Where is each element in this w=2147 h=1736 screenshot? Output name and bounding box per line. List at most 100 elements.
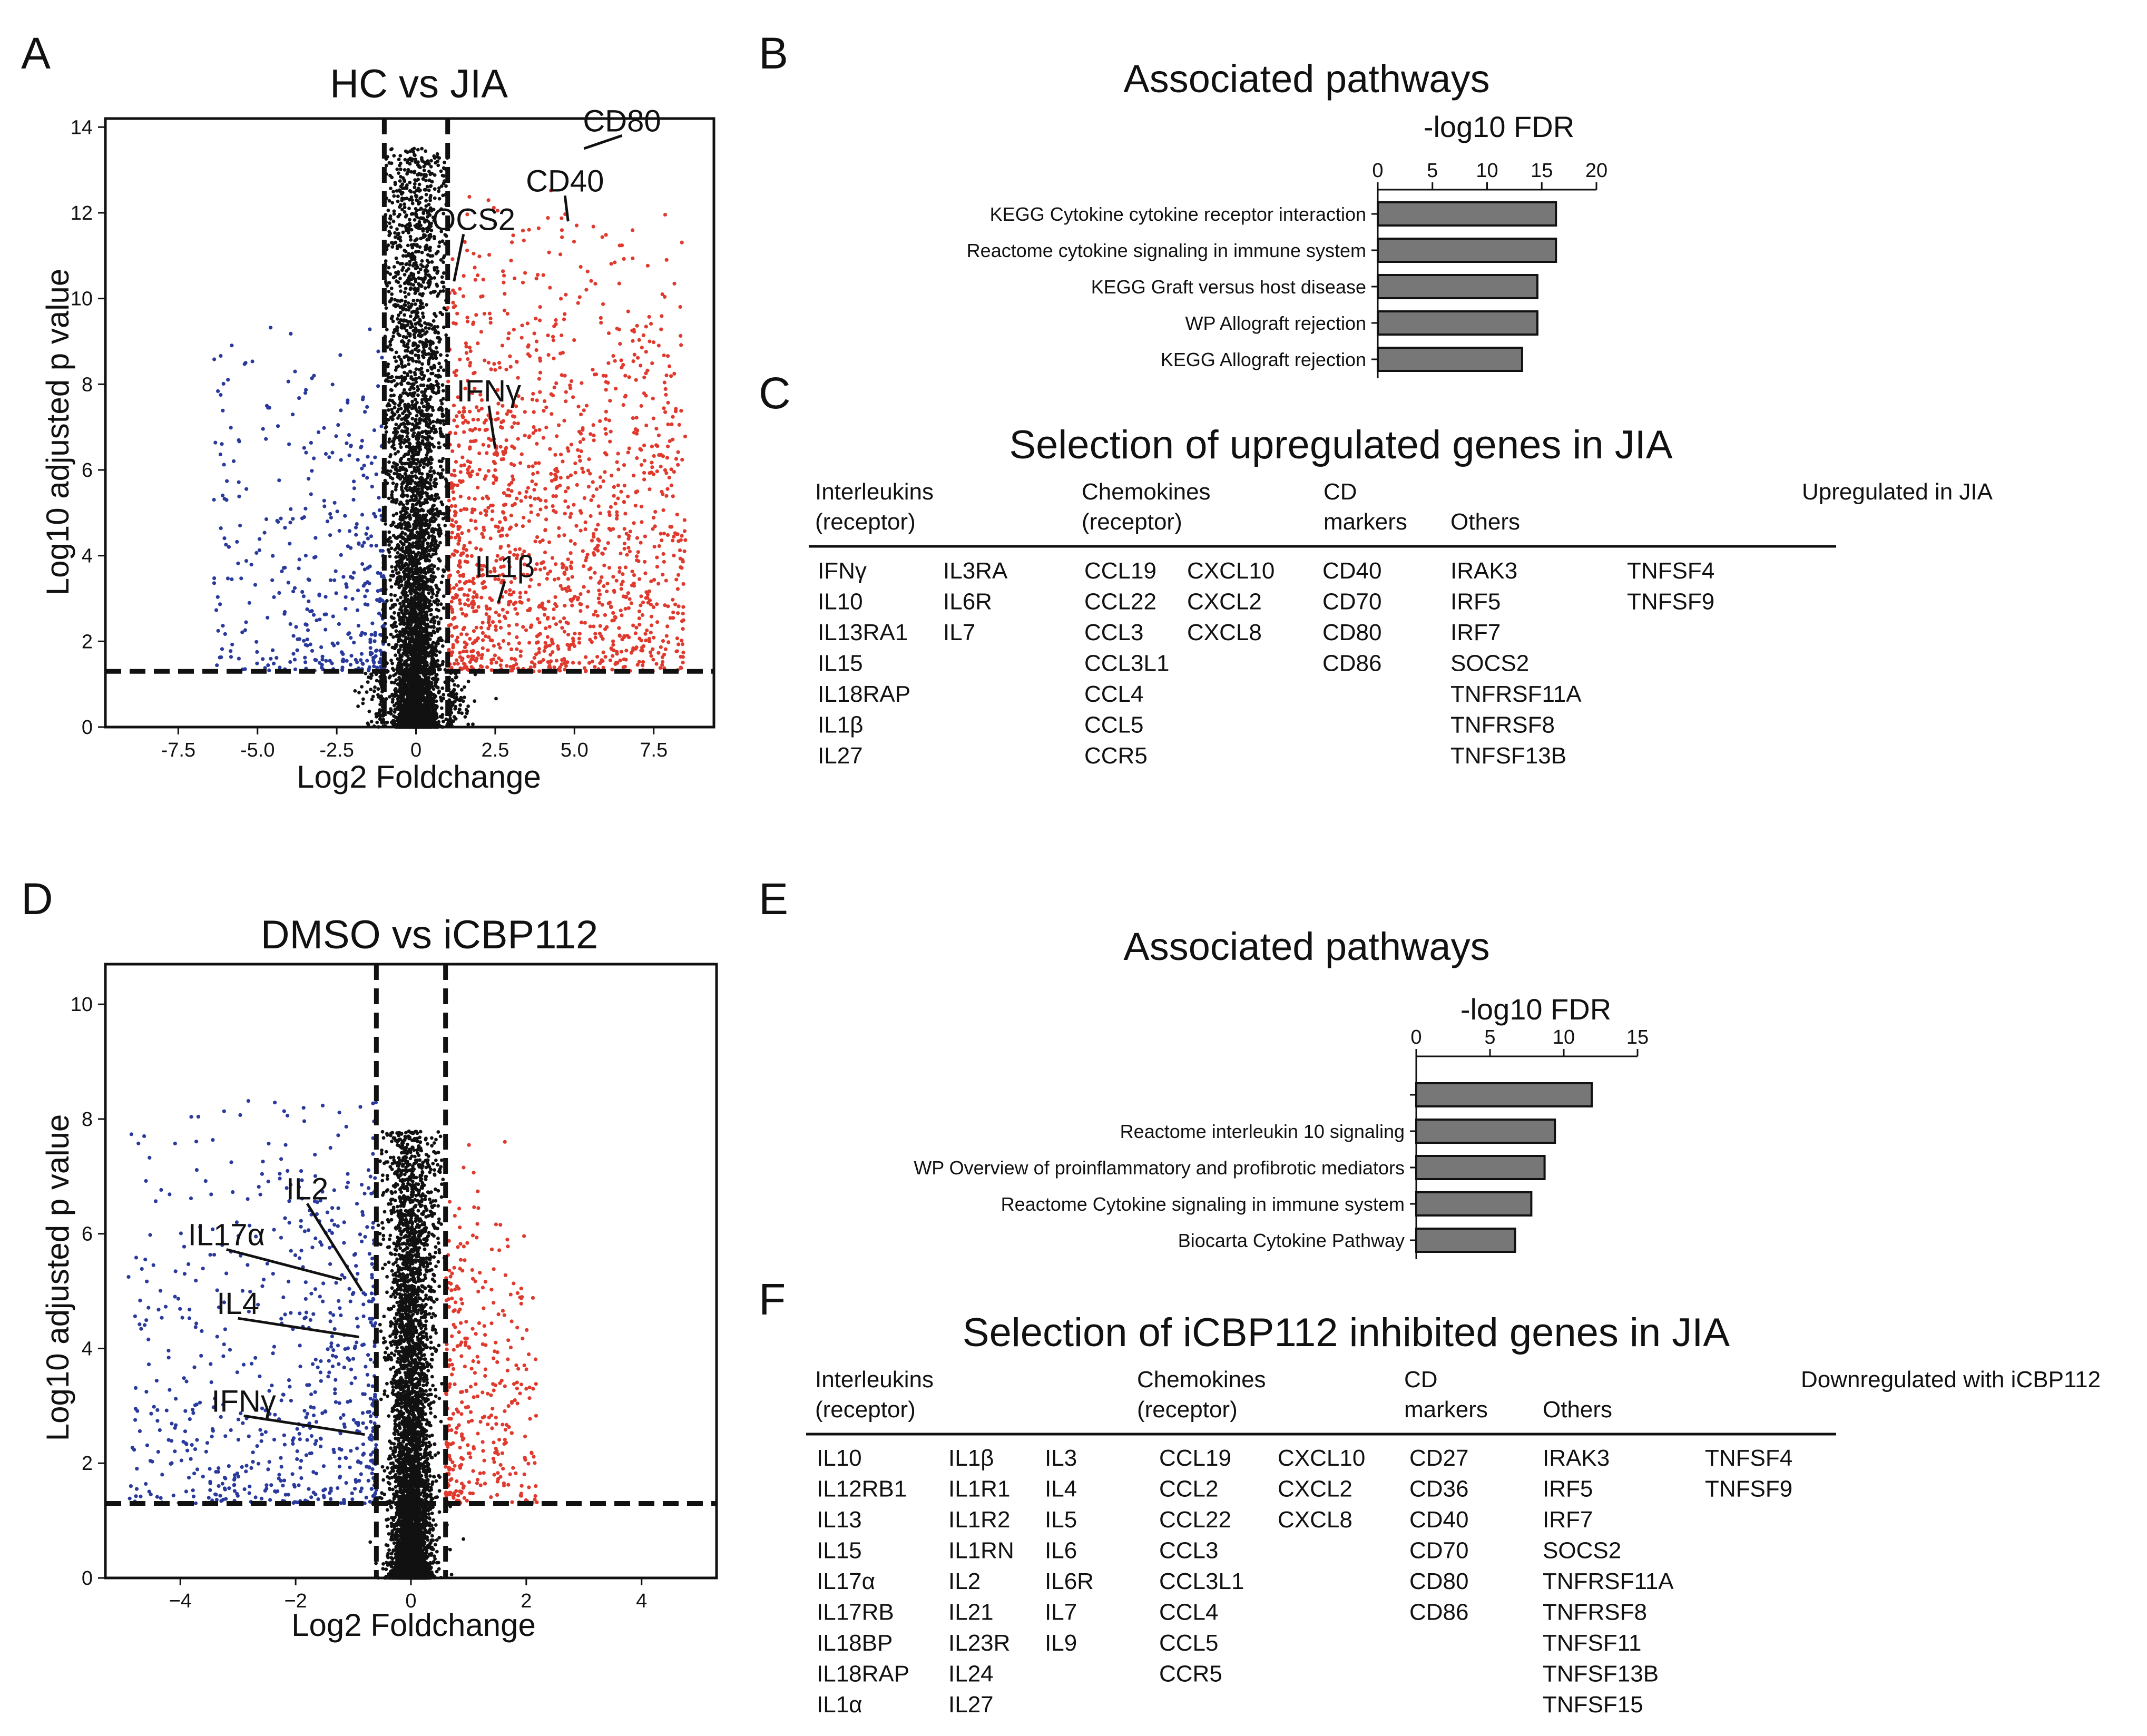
gene-point xyxy=(442,693,446,697)
gene-point xyxy=(396,237,400,241)
gene-point xyxy=(393,235,397,239)
gene-point xyxy=(437,197,442,201)
gene-point xyxy=(387,550,391,554)
gene-point xyxy=(433,276,437,280)
gene-point xyxy=(361,697,365,701)
gene-point xyxy=(440,401,444,406)
gene-point xyxy=(437,620,441,624)
gene-point xyxy=(435,493,439,497)
gene-point xyxy=(414,380,418,384)
gene-point xyxy=(370,698,374,701)
gene-point xyxy=(408,222,411,226)
gene-point xyxy=(385,328,389,331)
gene-point xyxy=(451,689,455,693)
gene-point xyxy=(408,162,412,166)
gene-point xyxy=(387,437,391,441)
gene-point xyxy=(442,570,446,574)
gene-point xyxy=(409,601,413,605)
gene-point xyxy=(410,663,414,668)
gene-point xyxy=(394,256,398,260)
gene-point xyxy=(438,310,443,315)
gene-point xyxy=(434,552,438,556)
gene-point xyxy=(433,498,436,503)
gene-point xyxy=(466,722,470,727)
gene-point xyxy=(436,567,440,571)
gene-point xyxy=(383,478,387,483)
gene-point xyxy=(415,194,419,198)
gene-point xyxy=(409,286,413,290)
gene-point xyxy=(387,675,391,680)
gene-point xyxy=(401,495,405,498)
gene-point xyxy=(413,405,417,409)
gene-point xyxy=(413,660,417,664)
gene-point xyxy=(390,399,394,403)
gene-point xyxy=(406,712,409,716)
gene-point xyxy=(427,558,432,563)
gene-point xyxy=(385,697,388,701)
gene-point xyxy=(442,606,446,610)
gene-point xyxy=(410,394,414,398)
gene-point xyxy=(387,530,391,534)
gene-point xyxy=(429,224,433,228)
gene-point xyxy=(424,199,428,203)
gene-point xyxy=(433,312,437,316)
gene-point xyxy=(366,721,370,725)
gene-point xyxy=(413,642,417,646)
gene-point xyxy=(407,356,411,360)
gene-point xyxy=(394,429,398,433)
gene-point xyxy=(407,577,411,582)
gene-point xyxy=(408,326,413,329)
gene-point xyxy=(421,383,426,387)
gene-point xyxy=(422,514,426,518)
gene-point xyxy=(409,282,413,286)
gene-point xyxy=(409,322,414,326)
gene-point xyxy=(413,480,417,485)
gene-point xyxy=(391,219,396,223)
gene-point xyxy=(420,362,424,366)
gene-point xyxy=(413,329,417,333)
gene-point xyxy=(396,270,400,274)
gene-point xyxy=(410,417,415,421)
gene-point xyxy=(424,446,428,449)
gene-point xyxy=(414,353,418,357)
gene-point xyxy=(398,163,401,168)
gene-point xyxy=(394,485,398,489)
gene-point xyxy=(392,194,396,198)
gene-point xyxy=(435,152,439,156)
gene-point xyxy=(459,688,464,692)
gene-point xyxy=(414,502,418,506)
gene-point xyxy=(408,334,412,338)
gene-point xyxy=(422,169,426,172)
gene-point xyxy=(409,680,413,684)
gene-point xyxy=(400,305,404,309)
gene-point xyxy=(433,477,437,482)
gene-point xyxy=(429,455,433,459)
gene-point xyxy=(407,542,411,546)
gene-point xyxy=(429,510,433,514)
gene-point xyxy=(418,531,422,535)
panel-label-f: F xyxy=(759,1274,786,1324)
gene-point xyxy=(397,355,401,359)
gene-point xyxy=(406,342,410,346)
gene-point xyxy=(413,370,417,375)
gene-point xyxy=(413,185,417,190)
gene-point xyxy=(418,245,422,249)
gene-point xyxy=(415,536,419,540)
gene-point xyxy=(447,693,450,697)
gene-point xyxy=(434,548,438,553)
gene-point xyxy=(413,182,417,186)
gene-point xyxy=(414,417,418,421)
gene-point xyxy=(391,513,396,517)
gene-point xyxy=(414,512,418,516)
gene-point xyxy=(437,361,441,366)
gene-point xyxy=(387,408,390,412)
gene-point xyxy=(405,678,409,682)
gene-point xyxy=(432,469,436,473)
gene-point xyxy=(400,365,404,369)
gene-point xyxy=(434,346,438,350)
gene-point xyxy=(442,260,445,264)
panel-label-a: A xyxy=(21,28,51,78)
gene-point xyxy=(390,499,394,504)
gene-point xyxy=(435,704,439,709)
gene-point xyxy=(413,190,417,194)
